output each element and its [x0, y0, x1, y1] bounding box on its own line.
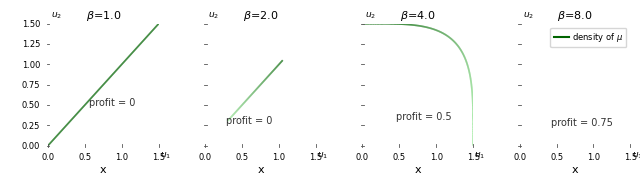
Text: $u_2$: $u_2$ [51, 11, 62, 21]
X-axis label: x: x [415, 165, 421, 175]
Title: $\beta$=2.0: $\beta$=2.0 [243, 9, 278, 23]
Text: profit = 0: profit = 0 [226, 116, 272, 126]
X-axis label: x: x [100, 165, 107, 175]
X-axis label: x: x [572, 165, 579, 175]
Text: $u_1$: $u_1$ [632, 151, 640, 161]
Text: $u_2$: $u_2$ [208, 11, 220, 21]
Title: $\beta$=8.0: $\beta$=8.0 [557, 9, 593, 23]
Text: $u_2$: $u_2$ [523, 11, 534, 21]
Text: profit = 0.5: profit = 0.5 [396, 112, 451, 122]
Text: $u_2$: $u_2$ [365, 11, 376, 21]
Text: profit = 0.75: profit = 0.75 [550, 118, 612, 128]
Text: profit = 0: profit = 0 [88, 98, 135, 108]
Title: $\beta$=1.0: $\beta$=1.0 [86, 9, 121, 23]
Text: $u_1$: $u_1$ [160, 151, 171, 161]
Text: $u_1$: $u_1$ [474, 151, 486, 161]
X-axis label: x: x [257, 165, 264, 175]
Text: $u_1$: $u_1$ [317, 151, 328, 161]
Legend: density of $\mu$: density of $\mu$ [550, 28, 626, 48]
Title: $\beta$=4.0: $\beta$=4.0 [400, 9, 435, 23]
